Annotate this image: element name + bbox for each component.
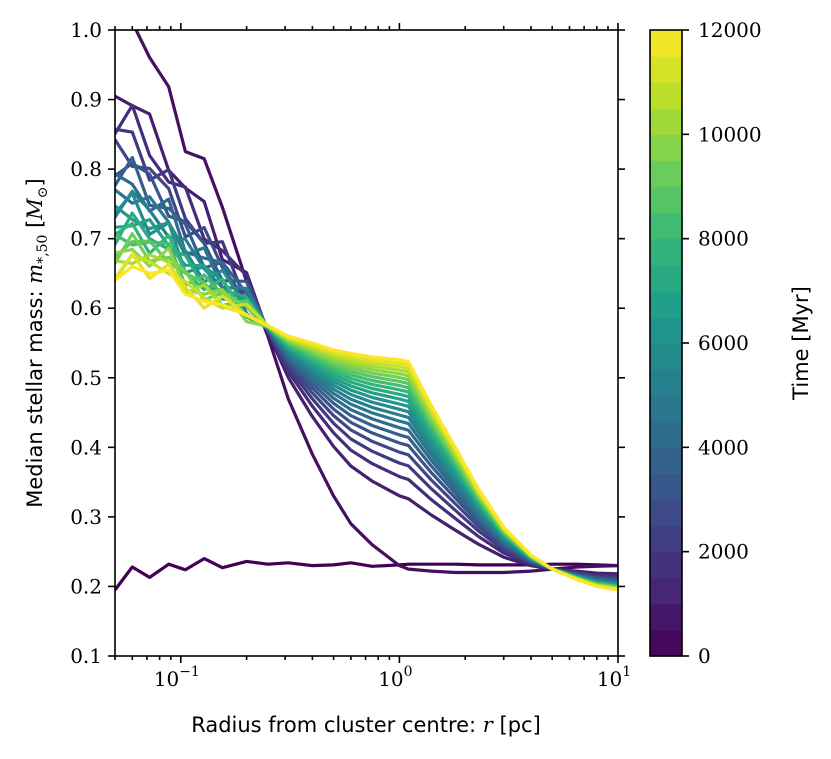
colorbar-segment	[650, 395, 682, 422]
x-axis: 10−1 100 101	[114, 23, 631, 691]
y-tick-label: 0.3	[70, 505, 102, 529]
series-line-23	[115, 264, 618, 592]
colorbar-segment	[650, 108, 682, 135]
colorbar-segment	[650, 238, 682, 266]
colorbar-tick-label: 4000	[698, 435, 749, 459]
colorbar-segment	[650, 421, 682, 448]
colorbar-segment	[650, 56, 682, 83]
colorbar-tick-label: 12000	[698, 18, 762, 42]
colorbar-tick-label: 10000	[698, 122, 762, 146]
x-tick-label: 101	[597, 664, 631, 691]
y-tick-label: 0.8	[70, 157, 102, 181]
series-layer	[115, 30, 618, 592]
colorbar-segment	[650, 499, 682, 527]
colorbar-tick-label: 0	[698, 644, 711, 668]
y-tick-label: 0.2	[70, 574, 102, 598]
colorbar-segment	[650, 629, 682, 657]
colorbar: 0 2000 4000 6000 8000 10000 12000	[649, 18, 762, 668]
series-line-1	[134, 30, 618, 575]
colorbar-segment	[650, 290, 682, 318]
colorbar-segment	[650, 551, 682, 579]
y-tick-label: 0.5	[70, 366, 102, 390]
series-line-3	[115, 103, 618, 578]
colorbar-segment	[650, 525, 682, 553]
y-tick-label: 0.9	[70, 88, 102, 112]
y-tick-label: 0.4	[70, 435, 102, 459]
colorbar-segment	[650, 603, 682, 631]
y-tick-label: 1.0	[70, 18, 102, 42]
y-axis: 0.1 0.2 0.3 0.4 0.5 0.6 0.7 0.8 0.9 1.0	[70, 18, 625, 668]
colorbar-segment	[650, 134, 682, 162]
colorbar-segment	[650, 369, 682, 396]
colorbar-segment	[650, 577, 682, 605]
colorbar-tick-label: 8000	[698, 227, 749, 251]
series-line-2	[115, 94, 618, 576]
colorbar-segment	[650, 82, 682, 109]
colorbar-tick-label: 6000	[698, 331, 749, 355]
plot-frame	[114, 29, 619, 657]
colorbar-segment	[650, 186, 682, 214]
colorbar-label: Time [Myr]	[789, 286, 813, 401]
y-tick-label: 0.1	[70, 644, 102, 668]
colorbar-segment	[650, 212, 682, 240]
x-axis-label: Radius from cluster centre: r [pc]	[191, 713, 541, 737]
colorbar-tick-label: 2000	[698, 540, 749, 564]
y-tick-label: 0.6	[70, 296, 102, 320]
colorbar-segment	[650, 343, 682, 370]
y-tick-label: 0.7	[70, 227, 102, 251]
y-axis-label: Median stellar mass: m*,50 [M⊙]	[23, 178, 51, 507]
colorbar-segment	[650, 447, 682, 475]
colorbar-segment	[650, 30, 682, 57]
x-tick-label: 100	[378, 664, 412, 691]
colorbar-segment	[650, 264, 682, 292]
x-tick-label: 10−1	[154, 664, 200, 691]
colorbar-segment	[650, 160, 682, 188]
colorbar-segment	[650, 473, 682, 501]
colorbar-segment	[650, 316, 682, 344]
